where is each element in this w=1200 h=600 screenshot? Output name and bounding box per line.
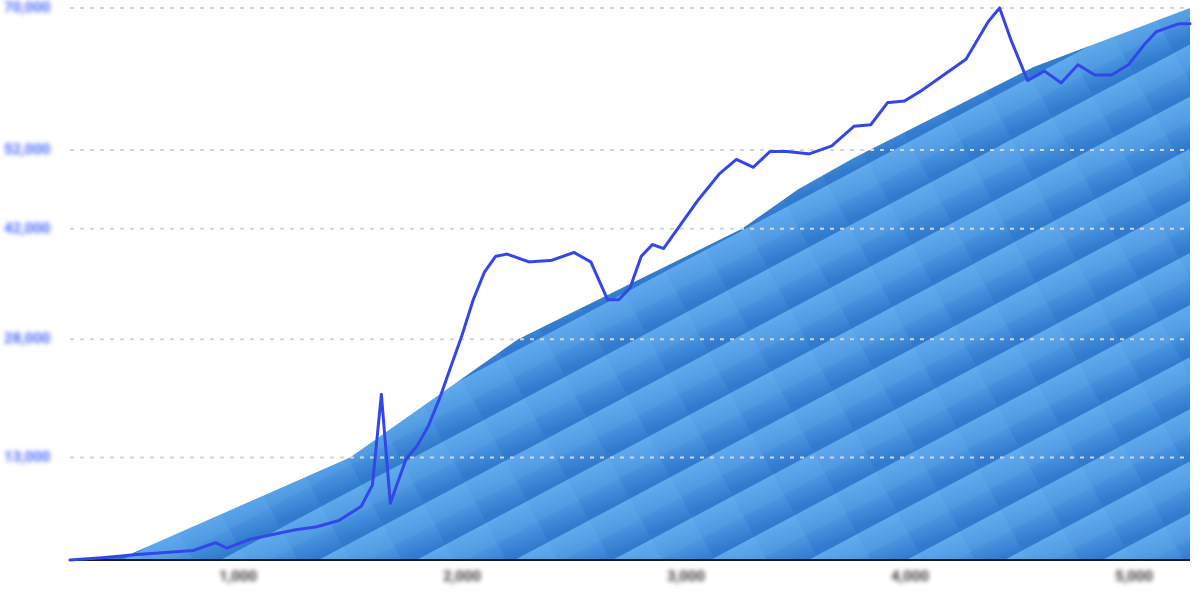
area-chart: 13,000 28,000 42,000 52,000 70,000 1,000 2,000… bbox=[0, 0, 1200, 600]
y-tick-label: 13,000 bbox=[4, 447, 50, 465]
x-tick-label: 1,000 bbox=[219, 567, 257, 585]
x-tick-label: 3,000 bbox=[667, 567, 705, 585]
y-tick-label: 42,000 bbox=[4, 219, 50, 237]
x-tick-label: 2,000 bbox=[443, 567, 481, 585]
x-tick-label: 4,000 bbox=[891, 567, 929, 585]
y-tick-label: 28,000 bbox=[4, 329, 50, 347]
y-tick-label: 70,000 bbox=[4, 0, 50, 16]
x-tick-label: 5,000 bbox=[1115, 567, 1153, 585]
chart-container: 13,000 28,000 42,000 52,000 70,000 1,000 2,000… bbox=[0, 0, 1200, 600]
y-tick-label: 52,000 bbox=[4, 140, 50, 158]
